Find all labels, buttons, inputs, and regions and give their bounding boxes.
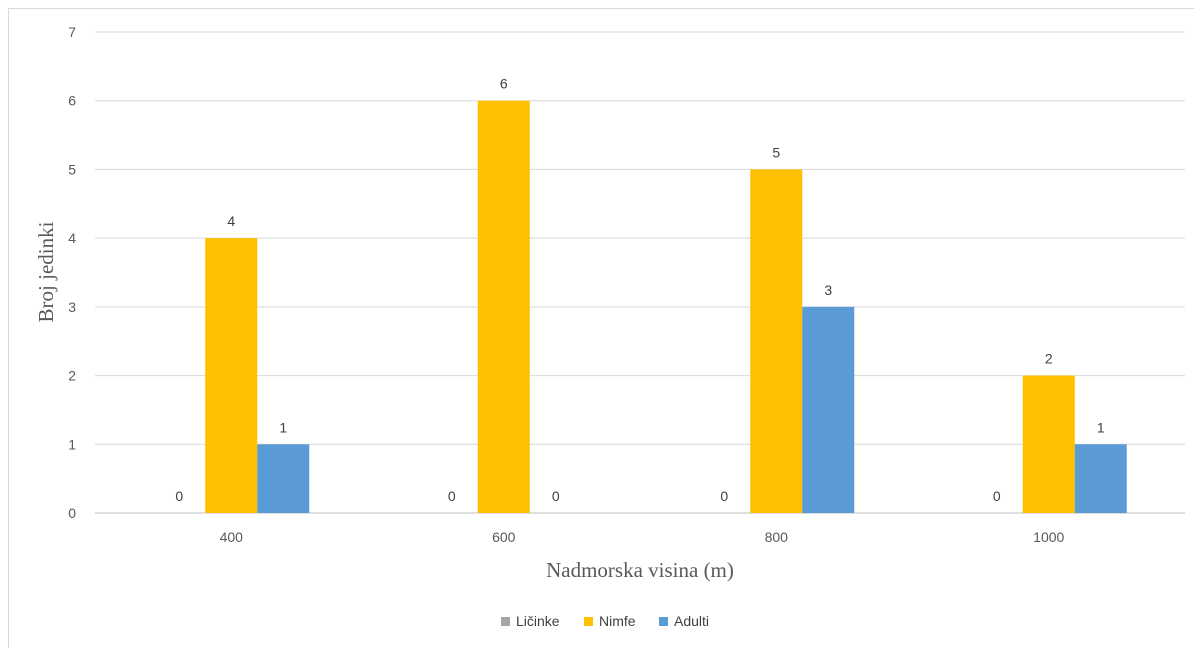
- y-tick-label: 5: [68, 161, 76, 177]
- legend-label: Ličinke: [516, 613, 560, 629]
- bars: [205, 100, 1127, 513]
- x-tick-label: 800: [765, 529, 789, 545]
- data-labels: 0 4 1 0 6 0 0 5 3 0 2 1: [175, 76, 1105, 504]
- y-tick-label: 7: [68, 24, 76, 40]
- data-label: 2: [1045, 351, 1053, 367]
- bar: [205, 238, 258, 513]
- bar: [477, 100, 530, 513]
- x-tick-label: 600: [492, 529, 516, 545]
- legend-swatch: [501, 617, 510, 626]
- data-label: 1: [1097, 419, 1105, 435]
- data-label: 5: [772, 144, 780, 160]
- legend: Ličinke Nimfe Adulti: [501, 613, 709, 629]
- x-axis-ticks: 400 600 800 1000: [220, 529, 1065, 545]
- bar: [257, 444, 310, 513]
- legend-label: Adulti: [674, 613, 709, 629]
- data-label: 1: [279, 419, 287, 435]
- bar: [1022, 375, 1075, 513]
- data-label: 0: [552, 488, 560, 504]
- bar: [1074, 444, 1127, 513]
- x-tick-label: 1000: [1033, 529, 1064, 545]
- x-tick-label: 400: [220, 529, 244, 545]
- gridlines: [95, 31, 1185, 514]
- x-axis-title: Nadmorska visina (m): [546, 558, 734, 582]
- y-axis-title: Broj jedinki: [34, 221, 58, 322]
- chart-frame: [8, 8, 1194, 648]
- y-axis-ticks: 0 1 2 3 4 5 6 7: [68, 24, 76, 521]
- data-label: 6: [500, 76, 508, 92]
- y-tick-label: 4: [68, 230, 76, 246]
- y-tick-label: 6: [68, 93, 76, 109]
- y-tick-label: 1: [68, 436, 76, 452]
- y-tick-label: 2: [68, 368, 76, 384]
- data-label: 0: [448, 488, 456, 504]
- legend-swatch: [584, 617, 593, 626]
- bar: [750, 169, 803, 513]
- data-label: 0: [720, 488, 728, 504]
- legend-label: Nimfe: [599, 613, 636, 629]
- legend-swatch: [659, 617, 668, 626]
- data-label: 3: [824, 282, 832, 298]
- data-label: 0: [993, 488, 1001, 504]
- y-tick-label: 3: [68, 299, 76, 315]
- y-tick-label: 0: [68, 505, 76, 521]
- data-label: 0: [175, 488, 183, 504]
- bar: [802, 306, 855, 513]
- data-label: 4: [227, 213, 235, 229]
